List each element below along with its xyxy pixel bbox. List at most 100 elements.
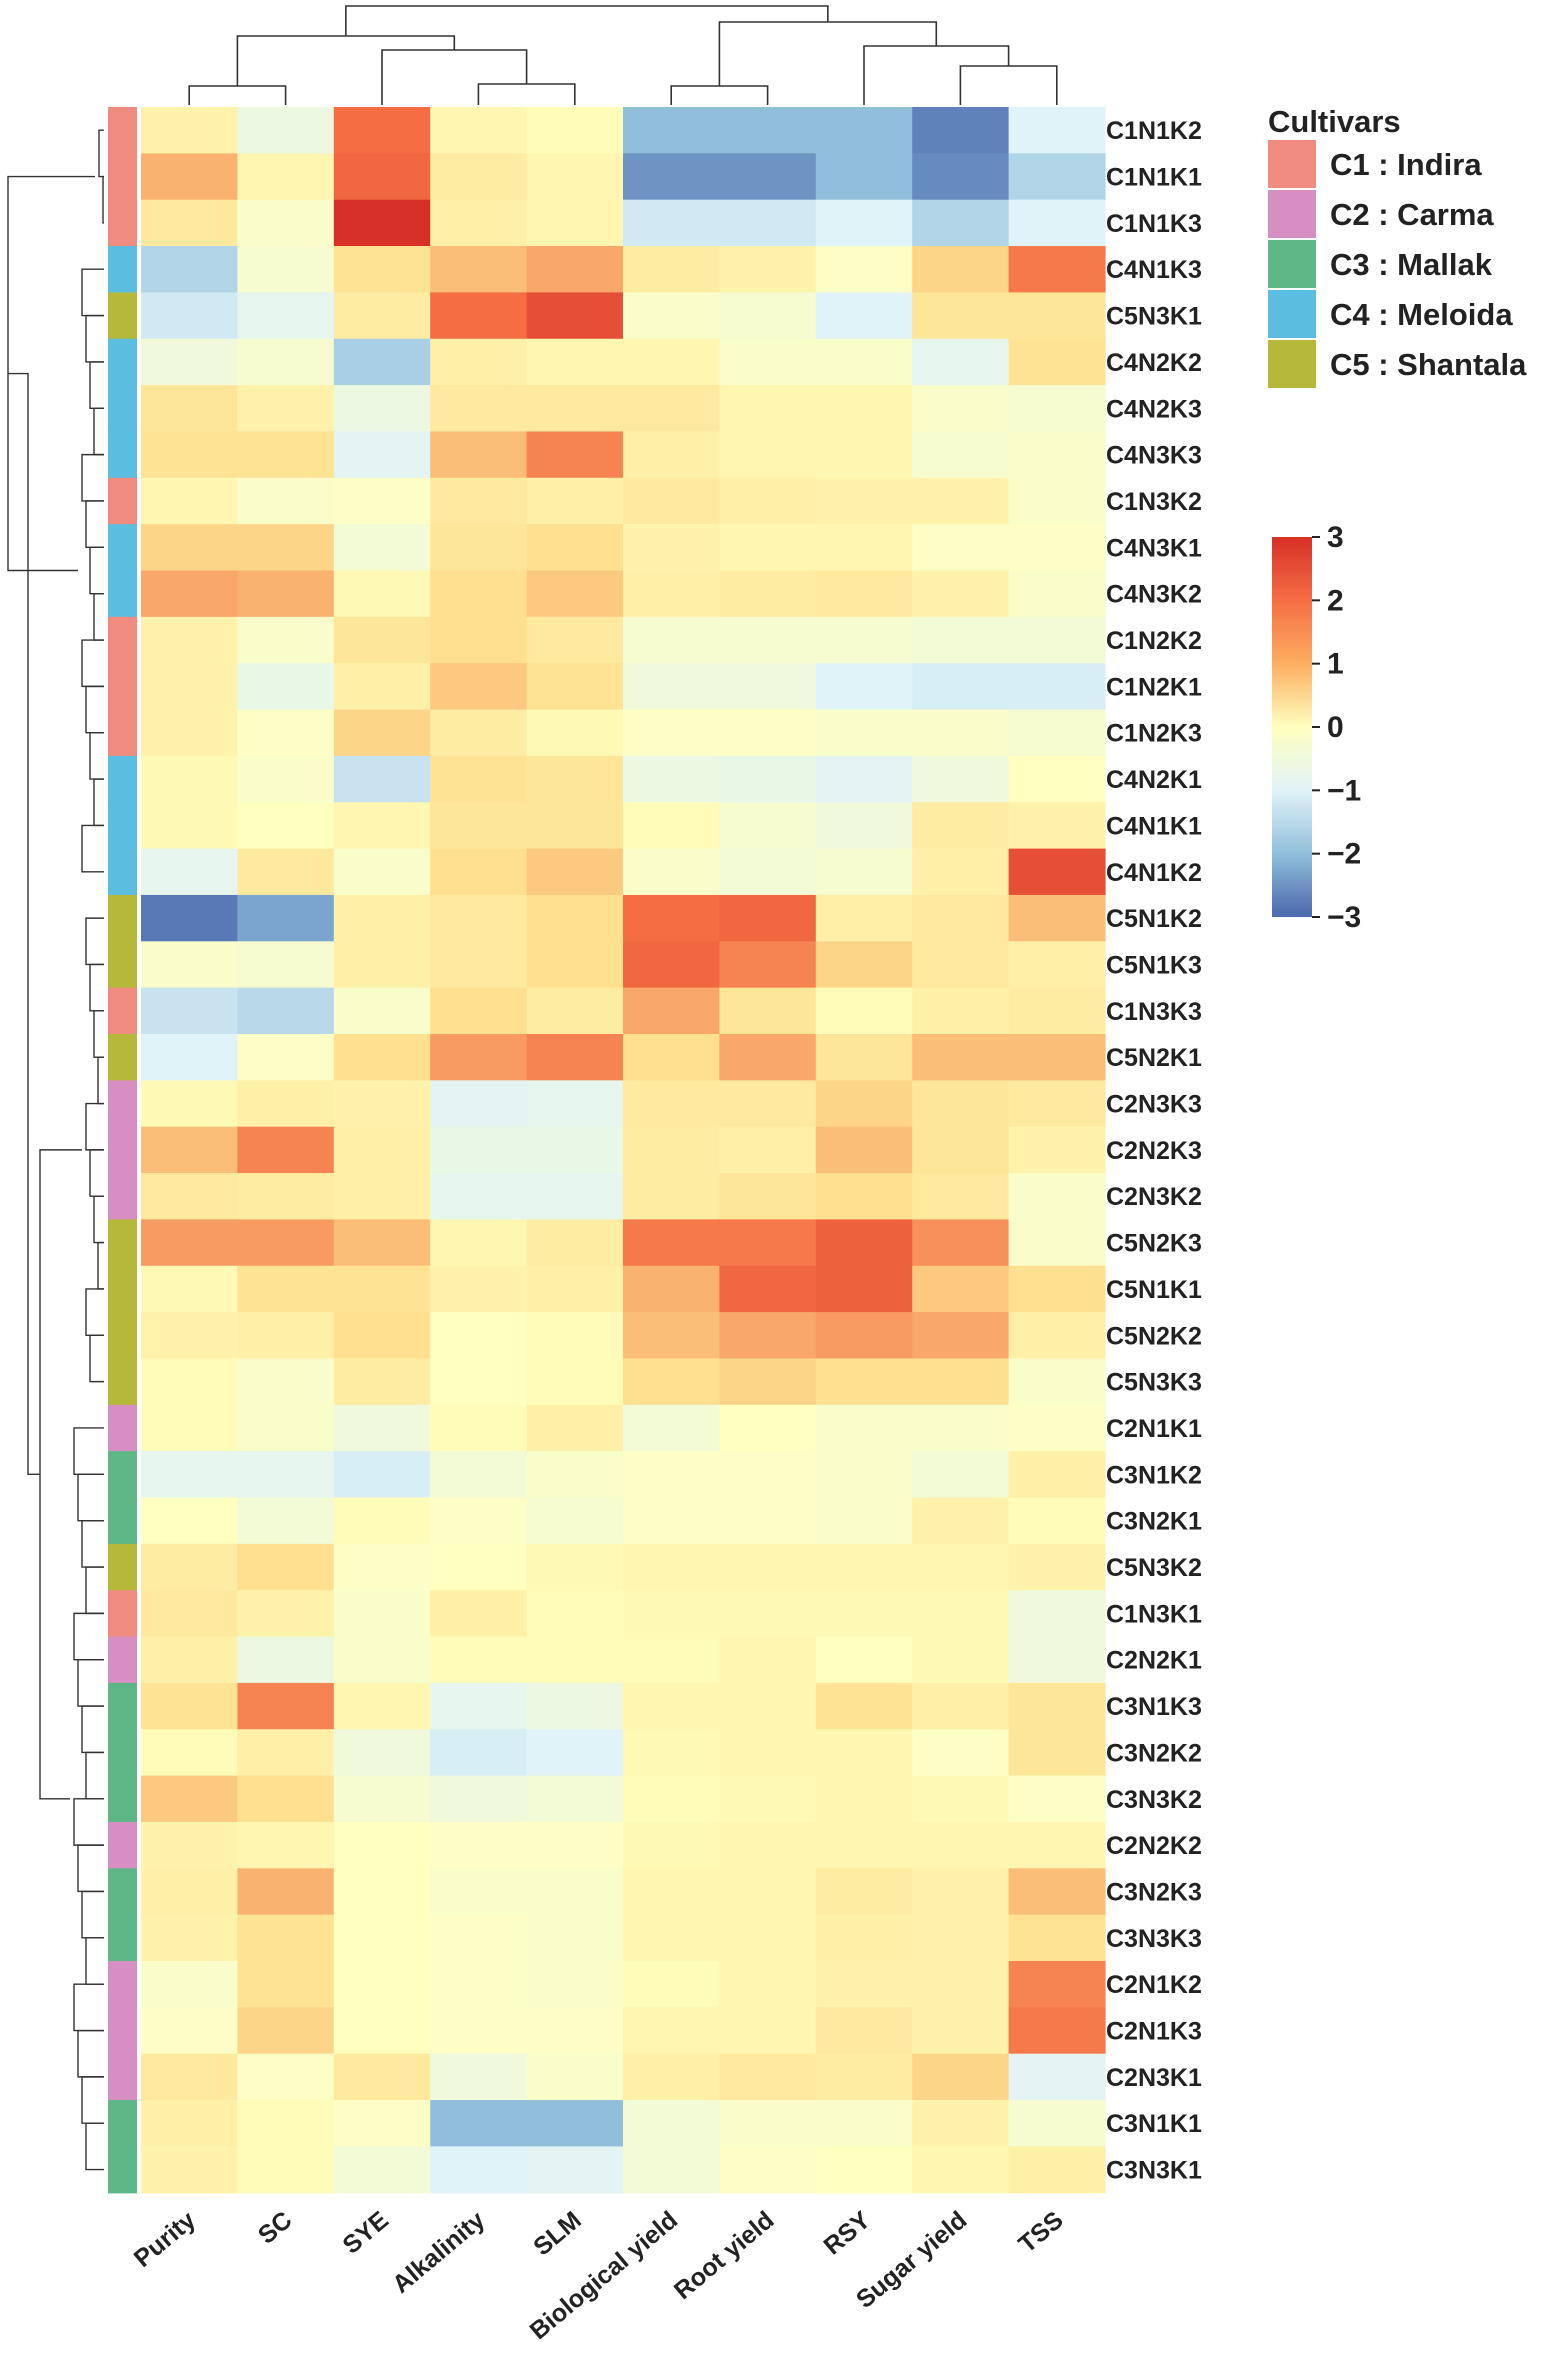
heatmap-cell-C2N2K1-0 xyxy=(141,1636,238,1684)
heatmap-cell-C3N1K1-0 xyxy=(141,2100,238,2147)
heatmap-cell-C4N2K2-2 xyxy=(333,338,431,386)
row-dendrogram-branch-12 xyxy=(89,732,104,780)
heatmap-cell-C1N2K3-1 xyxy=(237,709,335,757)
heatmap-cell-C3N1K2-5 xyxy=(623,1451,720,1499)
heatmap-cell-C4N3K1-4 xyxy=(526,524,624,572)
row-label-C2N1K1: C2N1K1 xyxy=(1106,1415,1202,1443)
heatmap-cell-C4N3K1-9 xyxy=(1008,524,1106,572)
heatmap-cell-C2N1K1-9 xyxy=(1008,1404,1106,1452)
heatmap-cell-C3N2K3-8 xyxy=(912,1868,1010,1916)
legend-swatch-C2 xyxy=(1268,190,1316,238)
heatmap-cell-C2N3K1-5 xyxy=(623,2053,720,2101)
heatmap-cell-C1N2K1-4 xyxy=(526,663,624,711)
heatmap-cell-C5N1K2-4 xyxy=(526,894,624,942)
heatmap-cell-C2N1K3-1 xyxy=(237,2007,335,2055)
heatmap-cell-C1N1K2-3 xyxy=(430,107,528,154)
column-dendrogram-branch-7 xyxy=(718,21,938,86)
heatmap-cell-C1N2K2-7 xyxy=(815,616,913,664)
heatmap-cell-C4N3K1-3 xyxy=(430,524,528,572)
heatmap-cell-C4N3K2-7 xyxy=(815,570,913,618)
heatmap-cell-C2N1K2-8 xyxy=(912,1961,1010,2008)
heatmap-cell-C3N1K3-9 xyxy=(1008,1682,1106,1730)
color-tick-label-1: 2 xyxy=(1327,584,1344,617)
row-dendrogram-branch-40 xyxy=(85,2122,104,2171)
column-label-1: SC xyxy=(253,2206,298,2250)
heatmap-cell-C3N1K2-2 xyxy=(333,1451,431,1499)
row-label-C1N1K3: C1N1K3 xyxy=(1106,210,1202,238)
row-dendrogram-branch-31 xyxy=(81,1705,104,1754)
heatmap-cell-C4N1K1-9 xyxy=(1008,802,1106,850)
row-dendrogram-branch-16 xyxy=(89,963,104,1012)
heatmap-cell-C3N3K2-3 xyxy=(430,1775,528,1823)
heatmap-cell-C2N3K2-4 xyxy=(526,1173,624,1220)
heatmap-cell-C1N3K1-2 xyxy=(333,1590,431,1638)
heatmap-cell-C3N2K3-3 xyxy=(430,1868,528,1916)
row-label-C5N3K2: C5N3K2 xyxy=(1106,1554,1202,1582)
column-dendrogram-branch-8 xyxy=(345,5,829,36)
heatmap-cell-C4N3K1-8 xyxy=(912,524,1010,572)
heatmap-cell-C4N1K2-9 xyxy=(1008,848,1106,896)
heatmap-cell-C4N2K3-7 xyxy=(815,385,913,433)
heatmap-cell-C1N2K3-8 xyxy=(912,709,1010,757)
heatmap-cell-C1N2K1-9 xyxy=(1008,663,1106,711)
annotation-cell-C3N2K2 xyxy=(108,1729,137,1777)
heatmap-cell-C1N2K3-3 xyxy=(430,709,528,757)
heatmap-cell-C2N2K1-8 xyxy=(912,1636,1010,1684)
heatmap-cell-C3N1K3-5 xyxy=(623,1682,720,1730)
heatmap-cell-C4N2K1-3 xyxy=(430,755,528,803)
heatmap-cell-C4N2K3-0 xyxy=(141,385,238,433)
heatmap-cell-C3N3K3-8 xyxy=(912,1914,1010,1962)
heatmap-cell-C1N2K2-8 xyxy=(912,616,1010,664)
heatmap-cell-C3N1K2-0 xyxy=(141,1451,238,1499)
annotation-cell-C2N1K1 xyxy=(108,1404,137,1452)
heatmap-cell-C3N2K1-7 xyxy=(815,1497,913,1545)
annotation-cell-C1N2K3 xyxy=(108,709,137,757)
heatmap-cell-C3N1K3-6 xyxy=(719,1682,817,1730)
heatmap-cell-C4N2K1-9 xyxy=(1008,755,1106,803)
heatmap-cell-C5N2K3-8 xyxy=(912,1219,1010,1267)
heatmap-cell-C4N2K3-8 xyxy=(912,385,1010,433)
heatmap-cell-C4N3K2-4 xyxy=(526,570,624,618)
heatmap-cell-C5N2K2-3 xyxy=(430,1312,528,1360)
heatmap-cell-C2N1K3-3 xyxy=(430,2007,528,2055)
annotation-cell-C3N3K3 xyxy=(108,1914,137,1962)
heatmap-cell-C1N1K1-9 xyxy=(1008,153,1106,201)
heatmap-cell-C2N1K2-2 xyxy=(333,1961,431,2008)
heatmap-cell-C5N3K2-8 xyxy=(912,1543,1010,1591)
heatmap-cell-C5N1K3-5 xyxy=(623,941,720,989)
heatmap-cell-C4N1K2-0 xyxy=(141,848,238,896)
heatmap-cell-C1N1K3-2 xyxy=(333,199,431,247)
heatmap-cell-C2N3K3-5 xyxy=(623,1080,720,1128)
heatmap-cell-C2N1K1-1 xyxy=(237,1404,335,1452)
heatmap-cell-C3N3K1-3 xyxy=(430,2146,528,2194)
color-tick-label-3: 0 xyxy=(1327,711,1344,744)
heatmap-cell-C4N3K3-9 xyxy=(1008,431,1106,479)
heatmap-cell-C2N2K2-7 xyxy=(815,1821,913,1869)
heatmap-cell-C2N1K1-8 xyxy=(912,1404,1010,1452)
heatmap-cell-C5N3K1-9 xyxy=(1008,292,1106,340)
heatmap-cell-C3N3K1-4 xyxy=(526,2146,624,2194)
heatmap-cell-C2N1K3-8 xyxy=(912,2007,1010,2055)
row-dendrogram-branch-22 xyxy=(97,1241,104,1290)
row-label-C1N2K2: C1N2K2 xyxy=(1106,627,1202,655)
heatmap-cell-C3N2K3-0 xyxy=(141,1868,238,1916)
heatmap-cell-C4N1K3-4 xyxy=(526,246,624,293)
heatmap-cell-C3N1K1-2 xyxy=(333,2100,431,2147)
heatmap-cell-C2N1K1-0 xyxy=(141,1404,238,1452)
row-dendrogram-branch-8 xyxy=(89,546,104,595)
row-label-C3N2K2: C3N2K2 xyxy=(1106,1739,1202,1767)
heatmap-cell-C2N2K3-3 xyxy=(430,1126,528,1174)
heatmap-cell-C1N1K1-3 xyxy=(430,153,528,201)
row-label-C5N1K1: C5N1K1 xyxy=(1106,1276,1202,1304)
heatmap-cell-C4N1K3-8 xyxy=(912,246,1010,293)
heatmap-cell-C5N2K3-3 xyxy=(430,1219,528,1267)
heatmap-cell-C4N2K3-9 xyxy=(1008,385,1106,433)
heatmap-cell-C1N2K3-9 xyxy=(1008,709,1106,757)
heatmap-cell-C5N3K2-9 xyxy=(1008,1543,1106,1591)
column-label-0: Purity xyxy=(129,2206,201,2273)
row-dendrogram-branch-2 xyxy=(81,268,104,317)
heatmap-cell-C2N1K2-1 xyxy=(237,1961,335,2008)
heatmap-cell-C1N2K1-2 xyxy=(333,663,431,711)
annotation-cell-C4N2K3 xyxy=(108,385,137,433)
heatmap-cell-C5N2K3-0 xyxy=(141,1219,238,1267)
